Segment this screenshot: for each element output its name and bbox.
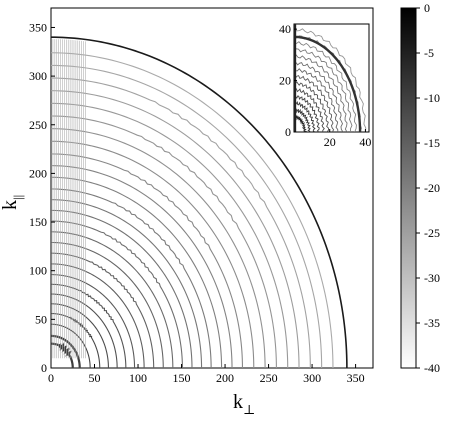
inset-contour-line (294, 75, 335, 132)
y-axis-title: k|| (0, 195, 25, 210)
contour-line (51, 77, 311, 368)
contour-line (51, 241, 164, 368)
inset-contour-line (294, 68, 339, 132)
inset-contour-line (294, 48, 353, 132)
x-tick-label: 300 (303, 371, 321, 385)
contour-line (51, 128, 266, 368)
inset-contour-line (294, 61, 344, 132)
contour-line (51, 220, 183, 368)
contour-line (51, 231, 174, 368)
contour-line (51, 188, 212, 368)
y-tick-label: 200 (29, 166, 47, 180)
colorbar-tick-label: -35 (424, 316, 440, 330)
x-tick-label: 150 (173, 371, 191, 385)
inset-contour-line (294, 41, 357, 132)
y-tick-label: 50 (35, 312, 47, 326)
contour-line (51, 199, 203, 368)
y-tick-label: 0 (41, 361, 47, 375)
x-tick-label: 200 (216, 371, 234, 385)
x-axis-title: k⊥ (233, 391, 255, 417)
colorbar-tick-label: -20 (424, 181, 440, 195)
colorbar (400, 7, 417, 369)
inset-axis-ticks: 20 40 0 20 40 (279, 22, 371, 149)
colorbar-tick-label: -5 (424, 46, 434, 60)
contour-line (51, 209, 193, 368)
contour-line (51, 303, 109, 368)
contour-line (51, 52, 334, 368)
inset-contour-line (294, 28, 367, 132)
inset-contour-line (294, 80, 329, 132)
contour-line (51, 140, 255, 368)
x-tick-label: 250 (260, 371, 278, 385)
x-tick-label: 50 (89, 371, 101, 385)
contour-line (51, 115, 277, 368)
y-tick-label: 100 (29, 264, 47, 278)
contour-line (51, 165, 233, 368)
inset-y-tick-label: 0 (285, 125, 291, 139)
x-tick-label: 350 (347, 371, 365, 385)
contour-line (51, 274, 136, 368)
y-tick-label: 300 (29, 69, 47, 83)
colorbar-tick-label: -40 (424, 361, 440, 375)
colorbar-ticks: 0 -5 -10 -15 -20 -25 -30 -35 -40 (416, 1, 440, 375)
contour-line (51, 312, 101, 368)
contour-line (51, 102, 289, 368)
domain-boundary-arc (50, 36, 348, 369)
main-axis-ticks: 0 50 100 150 200 250 300 3500501001502002503003… (29, 20, 365, 385)
contour-line (51, 64, 323, 368)
inset-contour-line (294, 88, 325, 132)
inset-y-tick-label: 20 (279, 74, 291, 88)
inset-contour-line (294, 115, 307, 132)
inset-x-tick-label: 20 (324, 135, 336, 149)
y-tick-label: 350 (29, 20, 47, 34)
inset-boundary-arc (294, 35, 362, 132)
colorbar-tick-label: -10 (424, 91, 440, 105)
inset-y-tick-label: 40 (279, 22, 291, 36)
colorbar-tick-label: 0 (424, 1, 430, 15)
inset-x-tick-label: 40 (359, 135, 371, 149)
contour-line (51, 153, 244, 368)
inset-contour-line (294, 93, 320, 132)
x-tick-label: 100 (129, 371, 147, 385)
contour-line (51, 90, 300, 368)
y-tick-label: 250 (29, 118, 47, 132)
inset-contour-line (294, 107, 311, 132)
colorbar-tick-label: -25 (424, 226, 440, 240)
y-tick-label: 150 (29, 215, 47, 229)
contour-line (51, 263, 145, 368)
contour-lines (51, 39, 334, 368)
inset-contour-line (294, 100, 316, 132)
colorbar-tick-label: -15 (424, 136, 440, 150)
x-tick-label: 0 (48, 371, 54, 385)
contour-line (51, 323, 91, 368)
colorbar-tick-label: -30 (424, 271, 440, 285)
contour-line (51, 176, 223, 368)
inset-contour-lines (294, 24, 367, 132)
inset-contour-line (294, 54, 348, 132)
